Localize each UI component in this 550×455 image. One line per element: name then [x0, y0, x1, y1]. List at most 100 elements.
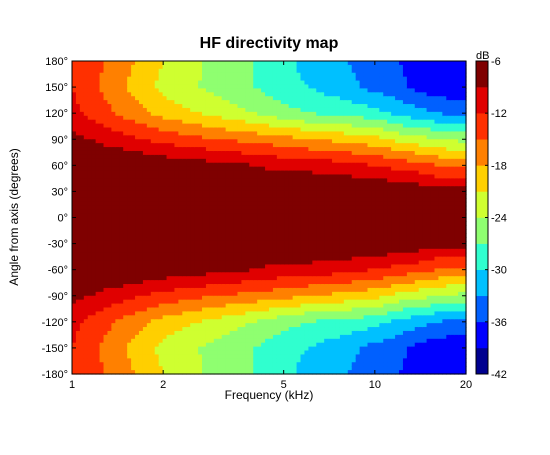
heatmap-cell: [308, 186, 313, 191]
heatmap-cell: [115, 76, 120, 82]
heatmap-cell: [135, 268, 140, 273]
heatmap-cell: [150, 68, 156, 74]
heatmap-cell: [182, 287, 187, 293]
heatmap-cell: [237, 260, 243, 266]
heatmap-cell: [304, 338, 309, 344]
heatmap-cell: [72, 217, 77, 223]
heatmap-cell: [162, 284, 168, 289]
heatmap-cell: [312, 135, 317, 140]
heatmap-cell: [261, 284, 266, 289]
heatmap-cell: [209, 190, 215, 195]
heatmap-cell: [300, 111, 306, 117]
heatmap-cell: [209, 350, 215, 356]
heatmap-cell: [316, 194, 321, 199]
heatmap-cell: [205, 68, 211, 74]
heatmap-cell: [166, 197, 172, 203]
heatmap-cell: [272, 252, 278, 258]
heatmap-cell: [265, 213, 270, 219]
heatmap-cell: [103, 135, 109, 140]
heatmap-cell: [186, 100, 191, 105]
heatmap-cell: [174, 104, 179, 109]
heatmap-cell: [111, 342, 116, 348]
heatmap-cell: [95, 319, 101, 324]
heatmap-cell: [107, 342, 112, 348]
heatmap-cell: [107, 252, 112, 258]
heatmap-cell: [131, 197, 136, 203]
heatmap-cell: [190, 342, 195, 348]
heatmap-cell: [284, 327, 290, 332]
heatmap-cell: [233, 237, 239, 242]
heatmap-cell: [272, 240, 278, 246]
heatmap-cell: [245, 334, 250, 340]
heatmap-cell: [205, 248, 211, 254]
heatmap-cell: [162, 350, 168, 356]
heatmap-cell: [261, 233, 266, 238]
heatmap-cell: [119, 370, 124, 375]
heatmap-cell: [127, 237, 132, 242]
heatmap-cell: [312, 107, 317, 113]
heatmap-cell: [142, 213, 148, 219]
heatmap-cell: [75, 68, 81, 74]
heatmap-cell: [300, 280, 306, 285]
heatmap-cell: [237, 338, 243, 344]
heatmap-cell: [269, 248, 274, 254]
heatmap-cell: [91, 201, 97, 207]
heatmap-cell: [300, 240, 306, 246]
heatmap-cell: [131, 240, 136, 246]
heatmap-cell: [178, 88, 183, 93]
heatmap-cell: [162, 178, 168, 183]
heatmap-cell: [284, 334, 290, 340]
heatmap-cell: [87, 307, 93, 312]
heatmap-cell: [166, 107, 172, 113]
heatmap-cell: [166, 174, 172, 179]
heatmap-cell: [229, 276, 235, 281]
heatmap-cell: [154, 272, 160, 277]
heatmap-cell: [103, 366, 109, 371]
heatmap-cell: [213, 158, 219, 164]
heatmap-cell: [194, 64, 199, 70]
heatmap-cell: [119, 323, 124, 328]
heatmap-cell: [103, 252, 109, 258]
heatmap-cell: [280, 358, 286, 363]
heatmap-cell: [288, 186, 294, 191]
heatmap-cell: [209, 319, 215, 324]
heatmap-cell: [241, 139, 246, 144]
heatmap-cell: [174, 186, 179, 191]
heatmap-cell: [198, 323, 203, 328]
heatmap-cell: [217, 186, 223, 191]
heatmap-cell: [115, 205, 120, 211]
heatmap-cell: [166, 346, 172, 352]
heatmap-cell: [233, 194, 239, 199]
heatmap-cell: [115, 92, 120, 97]
heatmap-cell: [72, 237, 77, 242]
heatmap-cell: [202, 354, 207, 359]
heatmap-cell: [241, 284, 246, 289]
heatmap-cell: [127, 104, 132, 109]
heatmap-cell: [75, 362, 81, 367]
heatmap-cell: [276, 104, 282, 109]
heatmap-cell: [91, 256, 97, 262]
heatmap-cell: [146, 346, 152, 352]
heatmap-cell: [170, 170, 176, 176]
heatmap-cell: [280, 127, 286, 133]
heatmap-cell: [296, 307, 302, 312]
heatmap-cell: [288, 68, 294, 74]
heatmap-cell: [146, 147, 152, 152]
heatmap-cell: [261, 225, 266, 230]
heatmap-cell: [194, 84, 199, 89]
heatmap-cell: [79, 174, 85, 179]
heatmap-cell: [198, 205, 203, 211]
heatmap-cell: [205, 327, 211, 332]
heatmap-cell: [186, 354, 191, 359]
heatmap-cell: [166, 280, 172, 285]
heatmap-cell: [265, 166, 270, 172]
heatmap-cell: [233, 291, 239, 297]
heatmap-cell: [115, 88, 120, 93]
heatmap-cell: [280, 61, 286, 66]
heatmap-cell: [276, 233, 282, 238]
heatmap-cell: [166, 147, 172, 152]
heatmap-cell: [194, 221, 199, 226]
heatmap-cell: [312, 307, 317, 312]
heatmap-cell: [245, 190, 250, 195]
heatmap-cell: [198, 84, 203, 89]
